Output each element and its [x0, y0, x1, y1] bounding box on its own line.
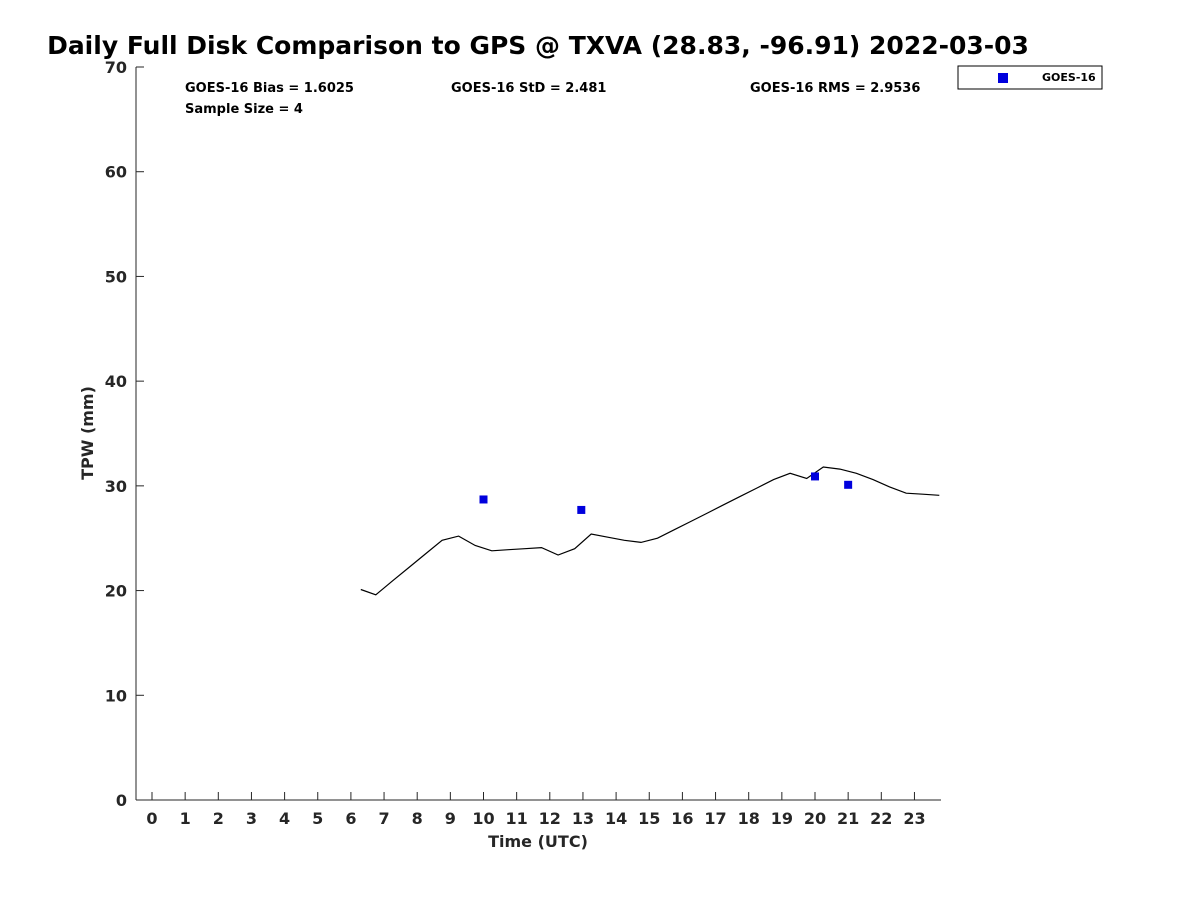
x-tick-label: 21: [837, 809, 859, 828]
x-tick-label: 15: [638, 809, 660, 828]
y-tick-label: 60: [105, 163, 127, 182]
y-tick-label: 70: [105, 58, 127, 77]
y-tick-label: 0: [116, 791, 127, 810]
goes16-point: [577, 505, 586, 514]
chart-title: Daily Full Disk Comparison to GPS @ TXVA…: [47, 31, 1029, 60]
x-tick-label: 9: [445, 809, 456, 828]
x-tick-label: 20: [804, 809, 826, 828]
std-stat: GOES-16 StD = 2.481: [451, 81, 606, 96]
y-tick-label: 20: [105, 582, 127, 601]
x-tick-label: 4: [279, 809, 290, 828]
goes16-point: [811, 472, 819, 481]
y-tick-label: 50: [105, 267, 127, 286]
rms-stat: GOES-16 RMS = 2.9536: [750, 81, 920, 96]
x-tick-label: 14: [605, 809, 627, 828]
x-tick-label: 6: [345, 809, 356, 828]
legend-marker-goes16: [998, 73, 1008, 83]
x-tick-label: 1: [180, 809, 191, 828]
x-tick-label: 16: [671, 809, 693, 828]
x-tick-label: 8: [412, 809, 423, 828]
x-tick-label: 7: [378, 809, 389, 828]
x-tick-label: 13: [572, 809, 594, 828]
x-tick-label: 3: [246, 809, 257, 828]
x-tick-label: 2: [213, 809, 224, 828]
x-tick-label: 10: [472, 809, 494, 828]
y-tick-label: 40: [105, 372, 127, 391]
x-tick-label: 22: [870, 809, 892, 828]
bias-stat: GOES-16 Bias = 1.6025: [185, 81, 354, 96]
legend-label-goes16: GOES-16: [1042, 71, 1096, 84]
x-axis-label: Time (UTC): [488, 832, 588, 851]
y-axis-label: TPW (mm): [78, 386, 97, 480]
x-tick-label: 17: [704, 809, 726, 828]
gps-tpw-line: [360, 466, 940, 596]
x-tick-label: 12: [539, 809, 561, 828]
goes16-point: [844, 480, 853, 489]
y-tick-label: 30: [105, 477, 127, 496]
x-tick-label: 5: [312, 809, 323, 828]
y-tick-label: 10: [105, 686, 127, 705]
legend-box: [957, 65, 1103, 90]
legend: GOES-16: [957, 65, 1103, 90]
x-tick-label: 23: [903, 809, 925, 828]
x-tick-label: 18: [738, 809, 760, 828]
x-tick-label: 19: [771, 809, 793, 828]
goes16-point: [479, 495, 488, 504]
x-tick-label: 0: [146, 809, 157, 828]
x-tick-label: 11: [506, 809, 528, 828]
sample-size-stat: Sample Size = 4: [185, 102, 303, 117]
